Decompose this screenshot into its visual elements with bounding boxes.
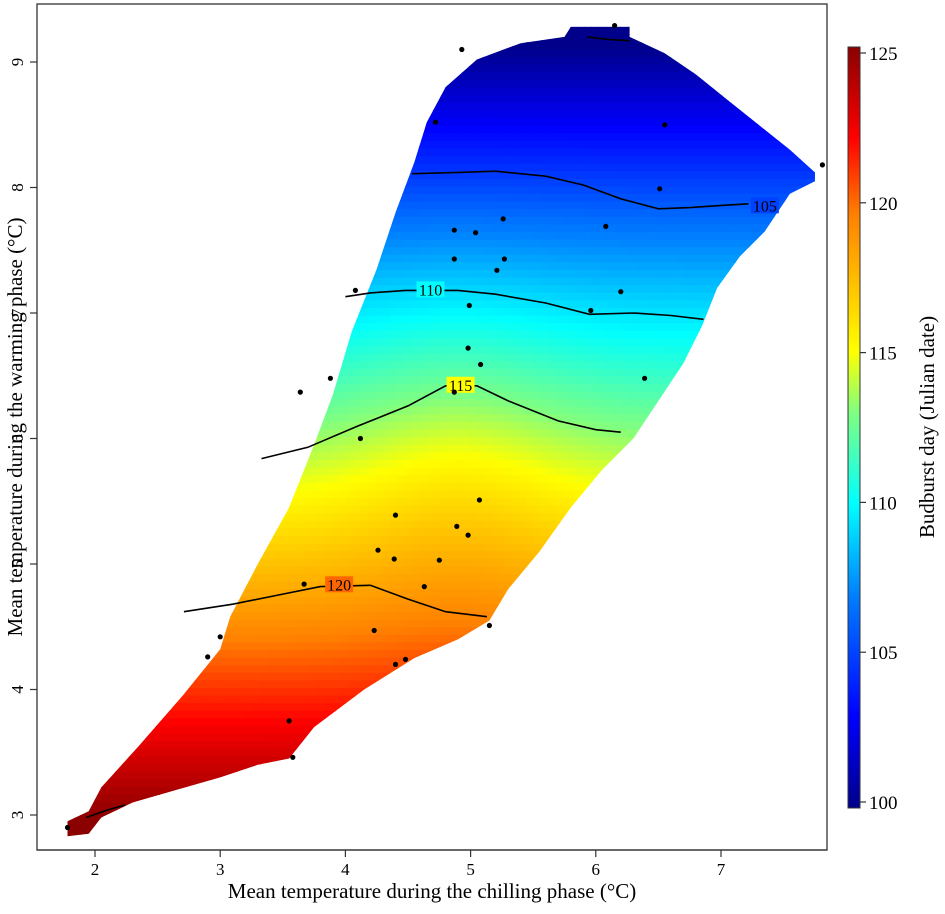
y-tick-label: 9 (8, 58, 27, 67)
data-point (371, 627, 377, 634)
y-tick-label: 6 (8, 434, 27, 443)
data-point (451, 227, 457, 233)
data-point (465, 532, 471, 538)
colorbar-gradient (847, 46, 861, 809)
data-point (603, 223, 609, 229)
data-point (588, 307, 594, 314)
y-tick-label: 4 (8, 685, 27, 694)
y-tick-label: 3 (8, 811, 27, 820)
colorbar: 100 105 110 115 120 125 Budburst day (Julian … (847, 44, 939, 814)
data-point (432, 119, 439, 125)
observation-points (64, 23, 826, 831)
contour-label: 120 (327, 577, 351, 594)
data-point (657, 186, 663, 192)
data-point (357, 435, 363, 442)
data-point (352, 287, 358, 293)
data-point (375, 547, 381, 553)
colorbar-title: Budburst day (Julian date) (915, 316, 939, 538)
data-point (494, 267, 500, 273)
data-point (217, 634, 223, 640)
data-point (612, 23, 618, 29)
colorbar-tick-label: 105 (869, 643, 898, 664)
data-point (421, 584, 427, 590)
y-tick-label: 8 (8, 183, 27, 192)
data-point (451, 256, 457, 262)
colorbar-ticks: 100 105 110 115 120 125 (860, 44, 898, 814)
data-point (286, 718, 292, 724)
data-point (327, 375, 333, 381)
data-point (297, 389, 303, 395)
contour-label: 105 (753, 198, 777, 215)
contour-105 (586, 36, 630, 42)
data-point (64, 824, 71, 831)
colorbar-tick-label: 115 (869, 344, 897, 365)
contour-110 (345, 289, 704, 321)
colorbar-tick-label: 125 (869, 44, 898, 65)
x-tick-label: 7 (717, 860, 726, 879)
contour-125 (85, 804, 126, 819)
y-tick-label: 5 (8, 560, 27, 569)
data-point (465, 345, 471, 351)
data-point (662, 122, 668, 128)
data-point (501, 256, 507, 262)
data-point (478, 361, 484, 368)
y-axis: 3 4 5 6 7 8 9 (8, 58, 37, 820)
data-point (466, 302, 472, 309)
x-axis: 2 3 4 5 6 7 (37, 849, 827, 879)
x-axis-title: Mean temperature during the chilling pha… (228, 879, 636, 903)
contour-105 (411, 170, 749, 210)
x-tick-label: 2 (91, 860, 100, 879)
colorbar-tick-label: 120 (869, 194, 898, 215)
data-point (392, 661, 399, 668)
data-point (290, 754, 296, 760)
data-point (459, 46, 465, 53)
data-point (473, 230, 479, 236)
data-point (391, 556, 397, 562)
data-point (486, 622, 492, 629)
x-tick-label: 4 (341, 860, 350, 879)
data-point (301, 581, 307, 587)
y-tick-label: 7 (8, 308, 27, 317)
colorbar-tick-label: 110 (869, 493, 897, 514)
heatmap-surface (67, 26, 815, 837)
data-point (402, 656, 409, 663)
data-point (454, 523, 460, 530)
data-point (451, 389, 457, 395)
data-point (476, 497, 482, 503)
contour-label: 110 (419, 282, 442, 299)
y-axis-title: Mean temperature during the warming phas… (3, 218, 27, 637)
data-point (642, 375, 648, 381)
data-point (392, 512, 399, 518)
data-point (436, 557, 442, 563)
data-point (819, 162, 826, 168)
data-point (205, 654, 211, 660)
x-tick-label: 6 (592, 860, 601, 879)
colorbar-tick-label: 100 (869, 793, 898, 814)
x-tick-label: 5 (466, 860, 475, 879)
data-point (500, 216, 506, 222)
data-point (618, 289, 624, 295)
x-tick-label: 3 (216, 860, 225, 879)
